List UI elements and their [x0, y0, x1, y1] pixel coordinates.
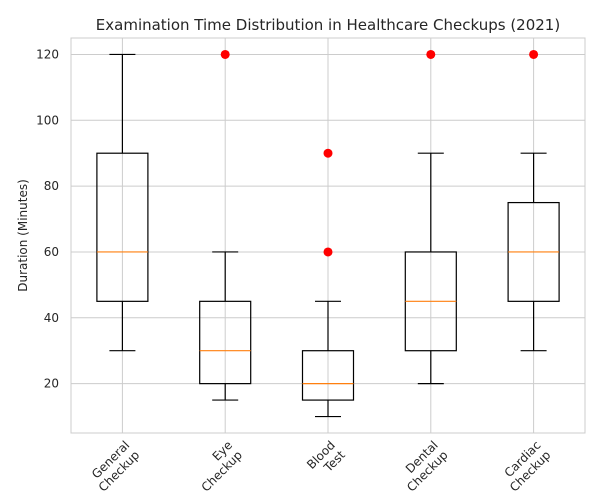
box-group	[404, 49, 457, 385]
y-tick-label: 40	[44, 311, 59, 325]
y-axis-label: Duration (Minutes)	[16, 179, 30, 292]
box-group	[507, 49, 560, 352]
outlier-point	[323, 148, 333, 158]
y-tick-label: 80	[44, 179, 59, 193]
box-group	[199, 49, 252, 401]
box-group	[301, 148, 355, 418]
outlier-point	[220, 49, 230, 59]
iqr-box	[301, 350, 355, 401]
box-layer	[96, 49, 560, 418]
chart-title: Examination Time Distribution in Healthc…	[96, 16, 560, 34]
y-tick-label: 60	[44, 245, 59, 259]
box-group	[96, 53, 149, 352]
outlier-point	[426, 49, 436, 59]
iqr-box	[96, 152, 149, 302]
x-tick-label: DentalCheckup	[394, 438, 450, 494]
y-tick-label: 20	[44, 377, 59, 391]
iqr-box	[199, 300, 252, 385]
outlier-point	[323, 247, 333, 257]
axes-frame	[70, 37, 586, 434]
y-tick-label: 100	[36, 113, 59, 127]
y-tick-labels: 20 40 60 80 100 120	[36, 47, 59, 390]
y-tick-label: 120	[36, 47, 59, 61]
outlier-point	[529, 49, 539, 59]
